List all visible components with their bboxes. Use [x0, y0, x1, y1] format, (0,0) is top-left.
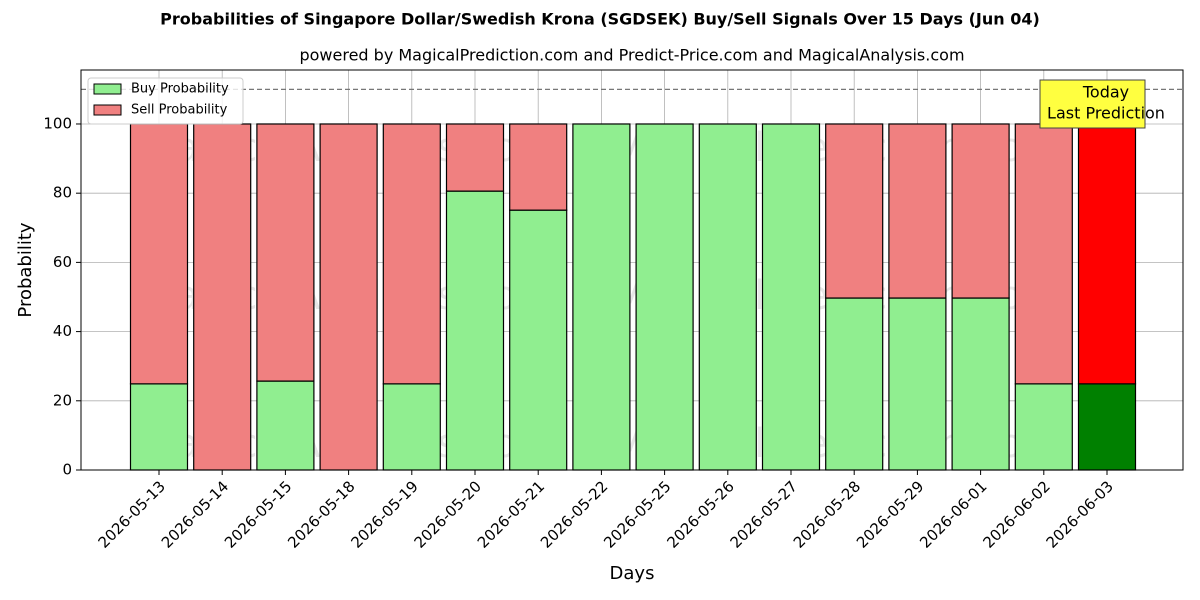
annotation-text: Last Prediction: [1047, 104, 1165, 123]
bar: [1077, 383, 1137, 471]
plot-frame: [80, 69, 1184, 471]
bar: [445, 123, 505, 192]
y-tick-label: 60: [53, 253, 72, 271]
bar: [698, 123, 757, 471]
bar: [319, 123, 378, 471]
x-tick-label: 2026-06-02: [979, 477, 1053, 551]
x-tick-label: 2026-05-14: [158, 477, 232, 551]
x-tick-label: 2026-05-18: [284, 477, 358, 551]
bar: [888, 123, 947, 299]
bar: [445, 190, 505, 471]
x-axis-label: Days: [610, 563, 655, 584]
chart-title: Probabilities of Singapore Dollar/Swedis…: [160, 10, 1040, 29]
legend-swatch: [93, 104, 122, 116]
x-tick-label: 2026-05-15: [221, 477, 295, 551]
x-tick-label: 2026-05-13: [95, 477, 169, 551]
annotation-box: [1039, 79, 1146, 129]
bar: [951, 123, 1010, 299]
bar: [1014, 123, 1073, 385]
bar: [193, 123, 252, 471]
bar: [888, 297, 947, 471]
y-tick-label: 40: [53, 322, 72, 340]
y-tick-label: 0: [62, 461, 72, 479]
annotation-text: Today: [1082, 83, 1129, 102]
x-tick-label: 2026-05-19: [347, 477, 421, 551]
y-axis-label: Probability: [15, 222, 36, 317]
bar: [509, 209, 568, 471]
legend-box: [87, 77, 244, 125]
legend-swatch: [93, 83, 122, 95]
bar: [572, 123, 631, 471]
y-tick-label: 80: [53, 184, 72, 202]
x-tick-label: 2026-06-03: [1043, 477, 1117, 551]
x-tick-label: 2026-05-20: [411, 477, 485, 551]
bar: [382, 123, 441, 385]
bar: [129, 383, 189, 471]
x-tick-label: 2026-05-28: [790, 477, 864, 551]
bar: [825, 123, 884, 299]
bar: [1014, 383, 1073, 471]
y-tick-label: 20: [53, 391, 72, 409]
bar: [635, 123, 694, 471]
bar: [1077, 123, 1137, 385]
x-tick-label: 2026-05-22: [537, 477, 611, 551]
x-tick-label: 2026-05-26: [663, 477, 737, 551]
bar: [825, 297, 884, 471]
x-tick-label: 2026-05-21: [474, 477, 548, 551]
bar: [382, 383, 441, 471]
x-tick-label: 2026-05-27: [727, 477, 801, 551]
x-tick-label: 2026-05-29: [853, 477, 927, 551]
legend-label: Sell Probability: [131, 103, 228, 118]
bar: [129, 123, 189, 385]
legend-label: Buy Probability: [131, 82, 229, 97]
bar: [256, 123, 315, 382]
x-tick-label: 2026-05-25: [600, 477, 674, 551]
bar: [256, 380, 315, 471]
bar: [951, 297, 1010, 471]
bar: [761, 123, 821, 471]
bar: [509, 123, 568, 211]
chart-subtitle: powered by MagicalPrediction.com and Pre…: [299, 46, 964, 65]
x-tick-label: 2026-06-01: [916, 477, 990, 551]
y-tick-label: 100: [43, 114, 72, 132]
